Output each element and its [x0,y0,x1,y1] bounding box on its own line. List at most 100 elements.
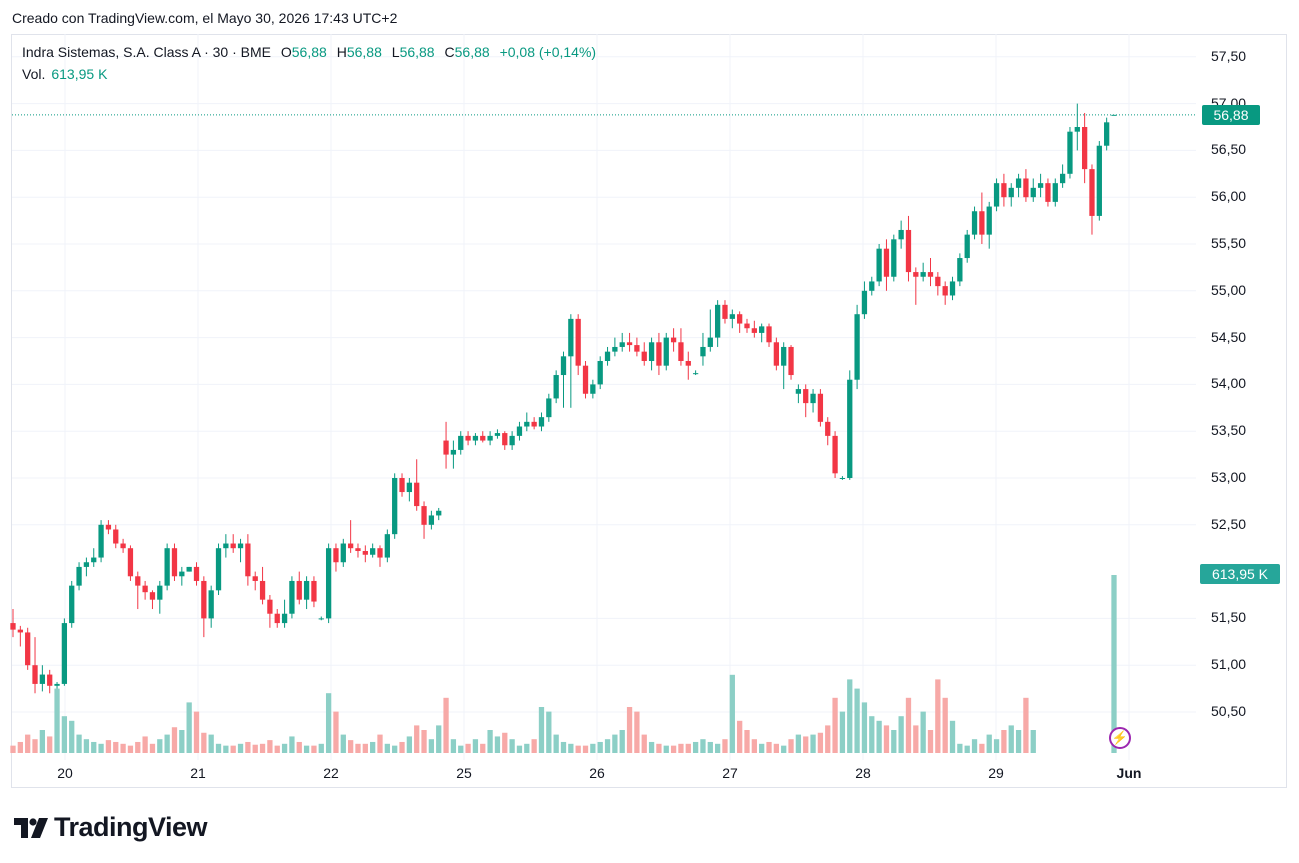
candle-body [54,683,60,686]
candle-body [663,337,669,366]
lightning-icon[interactable]: ⚡ [1109,727,1131,749]
candle-body [1059,173,1066,184]
price-tick-label: 53,00 [1211,469,1247,485]
candle-body [538,417,545,427]
price-tick-label: 54,00 [1211,375,1247,392]
candle-body [230,543,236,549]
candle [817,389,824,427]
candle-body [296,580,302,600]
price-tick-label: 56,00 [1211,188,1247,205]
volume-bar [1023,697,1029,753]
volume-bar [1001,730,1007,753]
volume-bar [472,739,479,753]
candle [700,332,706,366]
candle [1104,117,1110,151]
candle-body [76,566,82,586]
volume-bar [83,739,90,753]
candle [259,566,266,605]
time-tick-label: 21 [190,765,206,781]
candle [839,476,846,480]
candle-body [626,342,633,346]
volume-bar [61,716,68,753]
candle-body [832,435,838,474]
candle-body [604,351,611,361]
candle [993,178,1000,212]
price-tick-label: 51,00 [1211,656,1247,673]
candle-body [25,632,31,666]
volume-bar [795,734,802,753]
candle [215,543,222,595]
candle [281,599,288,628]
volume-bar [810,734,816,753]
volume-bar [303,745,310,753]
candle-body [869,281,875,291]
candle [825,417,831,446]
candle-body [406,482,413,493]
volume-bar [612,734,618,753]
volume-bar [692,741,699,753]
candle-body [472,435,479,441]
candle [656,332,662,376]
candle [252,571,258,591]
candle [47,669,53,694]
candle-body [927,272,934,277]
price-tick-label: 57,50 [1211,47,1247,64]
volume-bar [700,739,706,753]
candle [979,192,985,244]
candle [729,309,735,329]
candle [414,459,420,511]
candle [421,501,427,539]
volume-bar [979,743,985,753]
volume-bar [869,716,875,753]
created-caption: Creado con TradingView.com, el Mayo 30, … [12,10,398,26]
volume-bar [648,741,655,753]
candle [179,566,185,586]
candle [560,351,567,408]
volume-bar [949,720,956,753]
candle-body [127,548,134,577]
time-tick-label: 20 [57,765,73,781]
candle [773,337,780,371]
volume-bar [494,736,501,753]
candle [538,412,545,432]
candle-body [164,548,170,586]
volume-bar [127,745,134,753]
candle-body [891,239,897,277]
candle-body [325,548,332,619]
candle-body [377,548,383,558]
volume-bar [737,720,743,753]
volume-bar [597,741,603,753]
volume-bar [935,679,941,753]
candle-body [443,440,449,455]
candle-body [69,585,75,624]
candle [127,545,134,581]
candle-body [729,314,735,319]
candle [920,262,926,282]
candle-body [678,342,684,361]
low-value: 56,88 [399,44,435,60]
candle-body [61,623,68,684]
tradingview-logo[interactable]: TradingView [14,812,208,843]
volume-bar [142,736,148,753]
candle-body [597,361,603,385]
volume-bar [54,688,60,753]
candle-body [1037,183,1044,188]
volume-bar [744,730,750,753]
candle [384,529,390,563]
candle-body [245,543,251,577]
candle-body [267,599,273,614]
candle-body [274,613,280,624]
candle-body [340,543,346,563]
candle [347,520,354,553]
candle [751,320,757,338]
volume-bar [39,730,46,753]
candle-body [252,576,258,581]
volume-bar [509,739,515,753]
candle [267,595,273,628]
candle-body [480,435,486,441]
candle [737,311,743,333]
candle-body [303,580,310,600]
candle [362,545,368,563]
candle [854,304,860,390]
